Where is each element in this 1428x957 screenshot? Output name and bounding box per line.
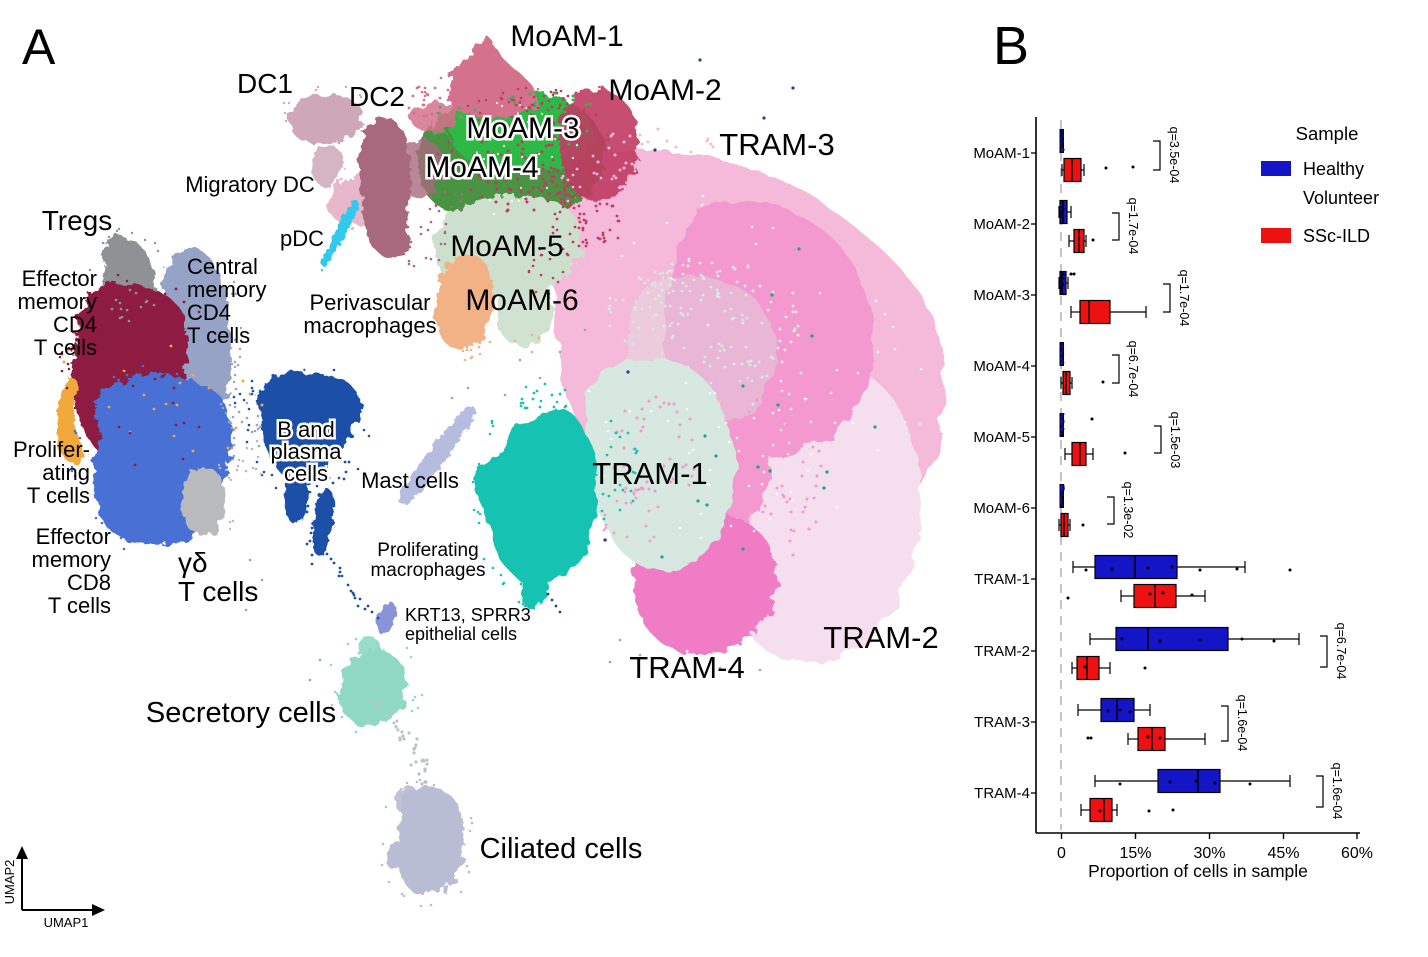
svg-text:A: A [22, 19, 56, 75]
svg-text:30%: 30% [1193, 845, 1225, 862]
svg-text:epithelial cells: epithelial cells [405, 624, 517, 644]
svg-text:Prolifer-: Prolifer- [13, 437, 90, 462]
svg-text:Effector: Effector [36, 524, 111, 549]
svg-text:T cells: T cells [48, 593, 111, 618]
svg-text:q=6.7e-04: q=6.7e-04 [1334, 623, 1348, 680]
svg-text:UMAP2: UMAP2 [2, 860, 17, 905]
svg-text:UMAP1: UMAP1 [44, 915, 89, 930]
svg-text:macrophages: macrophages [303, 313, 436, 338]
svg-text:TRAM-2: TRAM-2 [974, 643, 1030, 660]
svg-text:cells: cells [284, 461, 328, 486]
svg-text:TRAM-3: TRAM-3 [974, 714, 1030, 731]
svg-text:MoAM-6: MoAM-6 [973, 500, 1030, 517]
svg-text:DC1: DC1 [237, 68, 293, 99]
svg-text:KRT13, SPRR3: KRT13, SPRR3 [405, 605, 531, 625]
svg-text:Secretory cells: Secretory cells [146, 697, 336, 729]
svg-text:q=1.7e-04: q=1.7e-04 [1126, 198, 1140, 255]
svg-text:memory: memory [18, 289, 97, 314]
svg-text:MoAM-6: MoAM-6 [465, 284, 578, 317]
svg-text:DC2: DC2 [349, 81, 405, 112]
svg-text:Central: Central [187, 254, 258, 279]
svg-text:TRAM-3: TRAM-3 [719, 127, 834, 162]
svg-text:TRAM-1: TRAM-1 [974, 571, 1030, 588]
svg-text:Ciliated cells: Ciliated cells [480, 833, 643, 865]
svg-text:memory: memory [187, 277, 266, 302]
svg-text:macrophages: macrophages [370, 560, 485, 581]
svg-text:Effector: Effector [22, 266, 97, 291]
svg-text:q=1.3e-02: q=1.3e-02 [1121, 482, 1135, 539]
svg-text:TRAM-1: TRAM-1 [592, 456, 707, 491]
svg-text:Proliferating: Proliferating [377, 540, 478, 561]
svg-text:q=1.7e-04: q=1.7e-04 [1177, 270, 1191, 327]
svg-text:plasma: plasma [271, 439, 343, 464]
svg-text:Proportion of cells in sample: Proportion of cells in sample [1088, 861, 1308, 881]
svg-text:MoAM-4: MoAM-4 [973, 358, 1030, 375]
svg-text:MoAM-3: MoAM-3 [973, 287, 1030, 304]
svg-text:B and: B and [277, 417, 335, 442]
svg-text:TRAM-4: TRAM-4 [974, 785, 1030, 802]
svg-text:15%: 15% [1119, 845, 1151, 862]
svg-text:T cells: T cells [178, 576, 258, 607]
svg-text:45%: 45% [1267, 845, 1299, 862]
svg-text:Mast cells: Mast cells [361, 468, 459, 493]
svg-text:0: 0 [1057, 845, 1066, 862]
svg-text:SSc-ILD: SSc-ILD [1303, 226, 1370, 246]
svg-text:MoAM-3: MoAM-3 [466, 112, 579, 145]
svg-text:Tregs: Tregs [42, 205, 113, 236]
svg-text:Migratory DC: Migratory DC [185, 172, 315, 197]
svg-text:T cells: T cells [34, 335, 97, 360]
svg-text:MoAM-2: MoAM-2 [608, 74, 721, 107]
svg-text:TRAM-2: TRAM-2 [823, 620, 938, 655]
svg-text:q=6.7e-04: q=6.7e-04 [1126, 341, 1140, 398]
svg-text:MoAM-5: MoAM-5 [450, 230, 563, 263]
svg-text:memory: memory [32, 547, 111, 572]
svg-text:MoAM-5: MoAM-5 [973, 429, 1030, 446]
svg-text:q=1.5e-03: q=1.5e-03 [1168, 412, 1182, 469]
svg-text:T cells: T cells [27, 483, 90, 508]
svg-text:CD4: CD4 [187, 300, 231, 325]
svg-text:Volunteer: Volunteer [1303, 188, 1379, 208]
svg-text:MoAM-1: MoAM-1 [510, 20, 623, 53]
svg-text:CD8: CD8 [67, 570, 111, 595]
svg-text:q=3.5e-04: q=3.5e-04 [1167, 127, 1181, 184]
svg-text:Sample: Sample [1296, 123, 1359, 144]
svg-text:TRAM-4: TRAM-4 [629, 650, 744, 685]
svg-text:γδ: γδ [178, 547, 208, 578]
svg-text:q=1.6e-04: q=1.6e-04 [1330, 763, 1344, 820]
svg-text:MoAM-1: MoAM-1 [973, 145, 1030, 162]
svg-text:q=1.6e-04: q=1.6e-04 [1235, 695, 1249, 752]
svg-text:60%: 60% [1341, 845, 1373, 862]
svg-text:CD4: CD4 [53, 312, 97, 337]
svg-text:pDC: pDC [280, 226, 324, 251]
svg-text:Perivascular: Perivascular [309, 290, 430, 315]
svg-text:B: B [993, 16, 1029, 76]
svg-text:ating: ating [42, 460, 90, 485]
svg-text:MoAM-2: MoAM-2 [973, 216, 1030, 233]
svg-text:MoAM-4: MoAM-4 [425, 151, 538, 184]
svg-text:Healthy: Healthy [1303, 159, 1364, 179]
svg-text:T cells: T cells [187, 323, 250, 348]
